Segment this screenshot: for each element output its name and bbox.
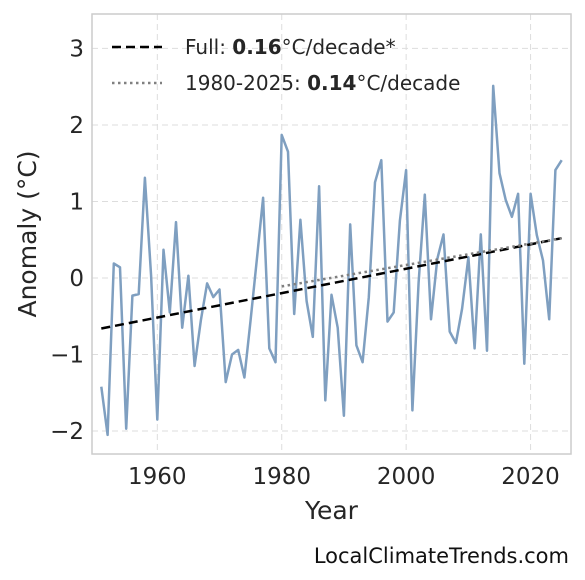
x-tick-label: 2000 xyxy=(377,464,436,490)
plot-frame xyxy=(91,13,572,455)
y-tick-label: 0 xyxy=(69,266,84,292)
x-tick-label: 1980 xyxy=(252,464,311,490)
x-tick-labels: 1960 1980 2000 2020 xyxy=(128,464,560,490)
legend-recent-suffix: °C/decade xyxy=(356,71,460,95)
y-tick-labels: −2 −1 0 1 2 3 xyxy=(50,36,84,445)
y-tick-label: −1 xyxy=(50,343,84,369)
legend-full-prefix: Full: xyxy=(185,35,232,59)
legend-recent-label: 1980-2025: 0.14°C/decade xyxy=(185,71,460,95)
x-axis-label: Year xyxy=(304,496,359,525)
legend-full-label: Full: 0.16°C/decade* xyxy=(185,35,396,59)
x-tick-label: 2020 xyxy=(501,464,560,490)
legend-recent-prefix: 1980-2025: xyxy=(185,71,307,95)
legend-full-value: 0.16 xyxy=(232,35,281,59)
temperature-series-line xyxy=(100,84,563,437)
x-tick-label: 1960 xyxy=(128,464,187,490)
site-credit: LocalClimateTrends.com xyxy=(313,544,569,568)
y-tick-label: 2 xyxy=(69,113,84,139)
y-tick-label: 3 xyxy=(69,36,84,62)
full-trend-line xyxy=(101,236,562,330)
plot-lines xyxy=(100,84,563,437)
y-axis-label: Anomaly (°C) xyxy=(13,150,42,317)
legend-recent-value: 0.14 xyxy=(307,71,356,95)
grid-lines xyxy=(92,14,571,454)
y-tick-label: −2 xyxy=(50,419,84,445)
legend-full-suffix: °C/decade* xyxy=(282,35,396,59)
legend: Full: 0.16°C/decade* 1980-2025: 0.14°C/d… xyxy=(112,35,460,95)
y-tick-label: 1 xyxy=(69,189,84,215)
